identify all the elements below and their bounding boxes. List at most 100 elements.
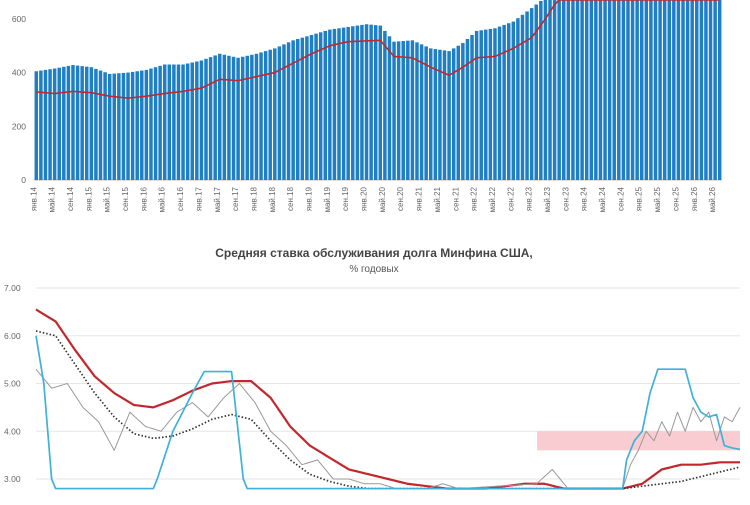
- bar: [461, 43, 465, 180]
- bar: [369, 24, 373, 181]
- x-tick-label: май.22: [488, 186, 497, 212]
- x-tick-label: май.17: [213, 186, 222, 212]
- bar: [557, 0, 561, 180]
- bar: [112, 73, 117, 180]
- bar: [286, 42, 291, 180]
- bar: [364, 24, 369, 181]
- series-line: [35, 308, 740, 490]
- bar: [571, 0, 575, 180]
- bar: [34, 71, 39, 180]
- bar: [525, 11, 529, 180]
- x-tick-label: май.20: [378, 186, 387, 212]
- x-tick-label: май.25: [653, 186, 662, 212]
- bar: [130, 71, 135, 180]
- bar: [516, 18, 520, 180]
- bar: [94, 68, 98, 180]
- bar: [406, 40, 410, 181]
- bar: [66, 65, 71, 180]
- bar: [415, 42, 419, 180]
- bar: [607, 0, 612, 180]
- bar: [438, 49, 442, 180]
- bar: [603, 0, 607, 180]
- bar: [617, 0, 621, 180]
- x-tick-label: май.18: [268, 186, 277, 212]
- bar: [598, 0, 603, 180]
- bar: [584, 0, 589, 180]
- bar: [85, 66, 89, 180]
- bar: [383, 30, 387, 180]
- bar: [126, 72, 130, 180]
- bar: [387, 36, 392, 181]
- bar: [539, 0, 543, 181]
- x-tick-label: май.16: [158, 186, 167, 212]
- x-tick-label: сен.18: [286, 186, 295, 211]
- bar: [323, 30, 327, 180]
- x-tick-label: сен.19: [341, 186, 350, 211]
- x-tick-label: май.23: [543, 186, 552, 212]
- bar: [644, 0, 649, 180]
- bar: [218, 53, 222, 180]
- bar: [543, 0, 548, 180]
- chart-avg-rate-lines: 3.00 4.00 5.00 6.00 7.00: [4, 283, 741, 490]
- bar: [488, 28, 493, 181]
- x-tick-label: май.26: [708, 186, 717, 212]
- x-tick-label: янв.26: [690, 186, 699, 211]
- bar: [314, 33, 318, 180]
- y-tick-label: 3.00: [4, 474, 21, 484]
- x-tick-label: янв.24: [580, 186, 589, 211]
- x-tick-label: сен.22: [506, 186, 515, 211]
- bar: [429, 48, 433, 181]
- bar: [162, 64, 167, 180]
- bar: [213, 55, 217, 181]
- bar: [273, 48, 277, 181]
- bar: [717, 0, 722, 180]
- bar: [75, 65, 80, 180]
- bar: [43, 69, 48, 180]
- x-tick-label: сен.16: [176, 186, 185, 211]
- bar: [89, 67, 94, 180]
- x-tick-label: янв.22: [470, 186, 479, 211]
- bar: [534, 4, 538, 181]
- bar: [653, 0, 658, 180]
- bar: [107, 73, 112, 180]
- y-tick-label: 7.00: [4, 283, 21, 293]
- bar: [580, 0, 584, 180]
- bar: [433, 49, 438, 180]
- series-line: [35, 335, 741, 490]
- series-line: [36, 0, 720, 99]
- bar: [195, 61, 199, 180]
- bar: [199, 60, 204, 180]
- x-tick-label: май.24: [598, 186, 607, 212]
- bar: [158, 65, 162, 180]
- x-tick-label: сен.17: [231, 186, 240, 211]
- chart-title: Средняя ставка обслуживания долга Минфин…: [215, 246, 533, 260]
- bar: [451, 48, 456, 181]
- bar: [529, 8, 534, 180]
- bar: [562, 0, 566, 180]
- bar: [360, 24, 364, 181]
- y-tick-label: 200: [12, 121, 26, 131]
- bar: [699, 0, 704, 180]
- x-tick-label: янв.16: [139, 186, 148, 211]
- bar: [259, 52, 263, 180]
- bar: [346, 26, 350, 180]
- bar: [676, 0, 681, 180]
- bar: [332, 28, 337, 181]
- bar: [328, 29, 332, 180]
- bar: [268, 49, 272, 180]
- bar: [309, 34, 314, 180]
- bar: [465, 39, 470, 180]
- bar: [704, 0, 708, 180]
- bar: [144, 69, 149, 180]
- x-tick-label: янв.25: [635, 186, 644, 211]
- bar: [667, 0, 671, 180]
- bar: [181, 64, 185, 180]
- bar: [621, 0, 626, 180]
- target-band: [537, 431, 740, 451]
- bar: [493, 28, 497, 181]
- bar: [240, 56, 245, 180]
- bar: [305, 36, 309, 181]
- bar: [190, 62, 194, 180]
- series-line: [35, 368, 741, 490]
